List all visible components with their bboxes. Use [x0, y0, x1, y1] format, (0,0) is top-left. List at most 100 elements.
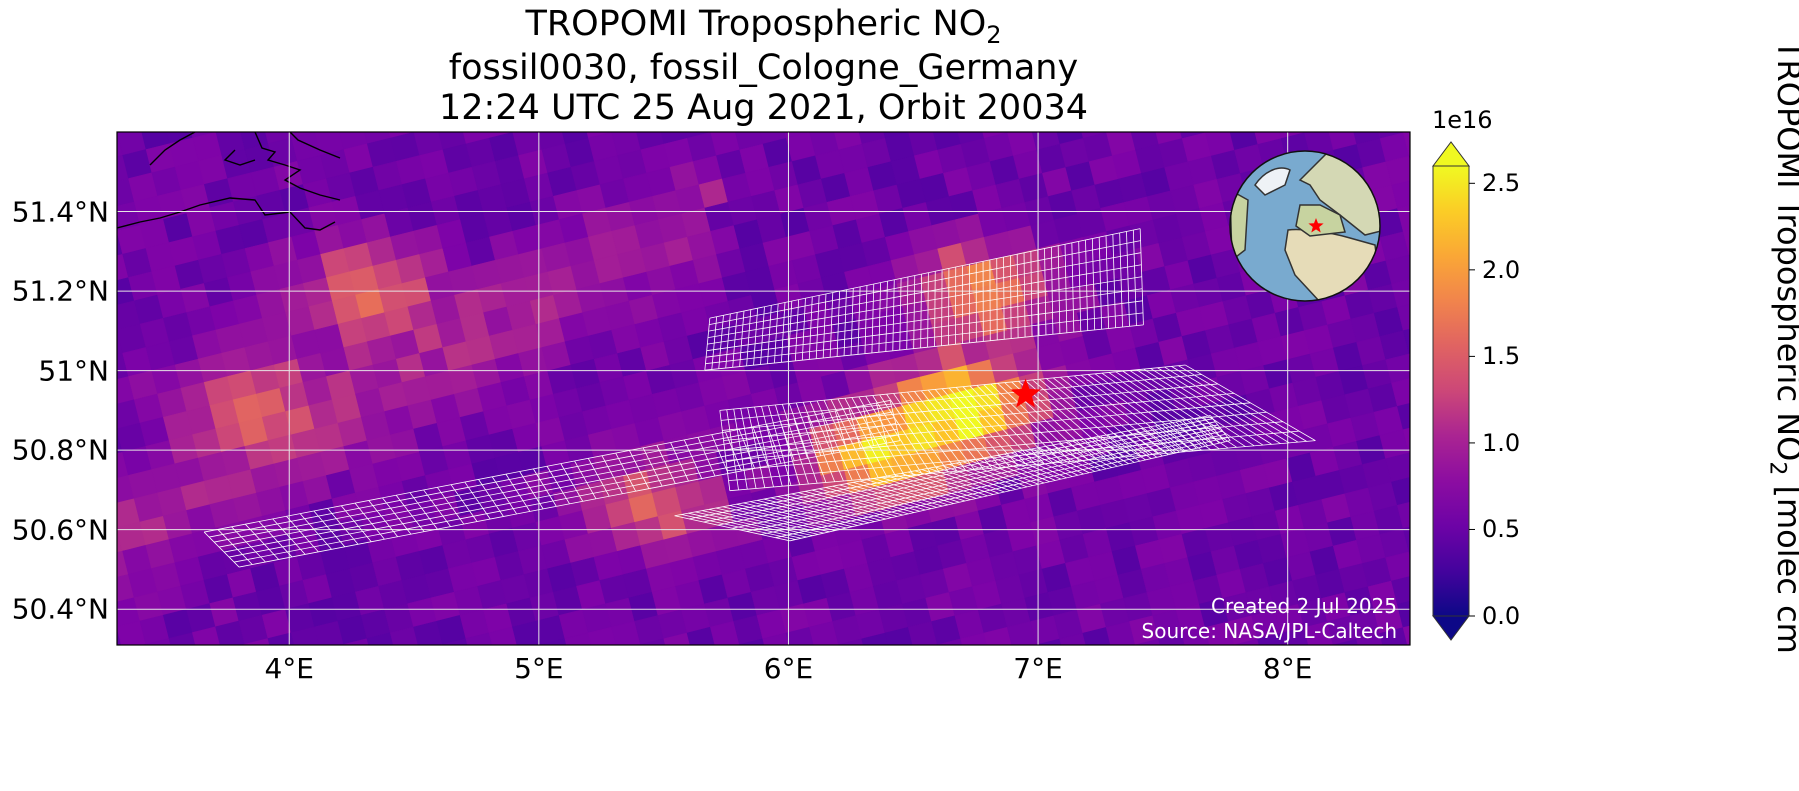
no2-pixel	[488, 626, 518, 645]
no2-pixel	[290, 626, 320, 645]
no2-pixel	[640, 638, 666, 645]
no2-pixel	[836, 644, 839, 645]
no2-pixel	[240, 643, 246, 645]
no2-pixel	[809, 132, 813, 133]
no2-pixel	[1246, 92, 1275, 121]
x-tick-label: 4°E	[264, 652, 314, 685]
no2-pixel	[314, 132, 317, 133]
no2-pixel	[1379, 627, 1408, 645]
no2-pixel	[1356, 633, 1383, 645]
no2-pixel	[1391, 674, 1420, 703]
no2-pixel	[1438, 663, 1467, 692]
no2-pixel	[1331, 644, 1334, 645]
colorbar-label: TROPOMI Tropospheric NO2 [molec cm	[1764, 40, 1799, 654]
no2-pixel	[465, 632, 493, 645]
colorbar-exponent: 1e16	[1432, 106, 1493, 134]
no2-pixel	[366, 632, 394, 645]
no2-pixel	[1385, 452, 1410, 483]
no2-pixel	[637, 644, 642, 645]
target-swath	[203, 400, 901, 568]
no2-pixel	[554, 92, 583, 121]
y-tick-label: 51°N	[38, 354, 109, 388]
no2-pixel	[373, 656, 402, 685]
no2-pixel	[402, 674, 431, 703]
no2-pixel	[1141, 662, 1170, 691]
no2-pixel	[1124, 98, 1153, 127]
no2-pixel	[332, 97, 361, 126]
no2-pixel	[1133, 644, 1136, 645]
source-credit: Source: NASA/JPL-Caltech	[1141, 619, 1397, 643]
no2-pixel	[838, 638, 864, 645]
no2-pixel	[937, 638, 963, 645]
no2-pixel	[935, 644, 938, 645]
no2-pixel	[1409, 645, 1438, 674]
no2-pixel	[82, 481, 111, 510]
no2-pixel	[343, 638, 369, 645]
no2-pixel	[949, 92, 978, 121]
no2-pixel	[1402, 427, 1410, 454]
no2-pixel	[844, 662, 873, 691]
no2-pixel	[396, 650, 425, 679]
no2-pixel	[442, 638, 468, 645]
no2-pixel	[1402, 625, 1410, 645]
no2-pixel	[1391, 279, 1410, 308]
colorbar-tick-label: 0.0	[1482, 602, 1521, 630]
no2-pixel	[1036, 638, 1062, 645]
x-tick-label: 5°E	[514, 652, 564, 685]
no2-pixel	[752, 92, 781, 121]
no2-pixel	[1188, 651, 1217, 680]
no2-pixel	[267, 632, 295, 645]
no2-pixel	[1386, 651, 1415, 680]
no2-pixel	[1007, 132, 1012, 133]
no2-pixel	[1345, 92, 1374, 121]
no2-pixel	[868, 656, 897, 685]
no2-pixel	[1066, 657, 1095, 686]
no2-pixel	[1403, 132, 1410, 157]
no2-pixel	[192, 626, 221, 645]
no2-pixel	[571, 656, 600, 685]
no2-pixel	[413, 132, 416, 133]
no2-pixel	[1316, 668, 1345, 697]
no2-pixel	[1232, 644, 1235, 645]
no2-pixel	[920, 668, 949, 697]
no2-pixel	[530, 97, 559, 126]
y-tick-label: 51.4°N	[11, 195, 109, 229]
no2-pixel	[117, 132, 119, 133]
no2-pixel	[152, 662, 181, 691]
target-swath	[704, 228, 1144, 371]
no2-pixel	[431, 97, 460, 126]
no2-pixel	[1385, 155, 1410, 186]
no2-pixel	[82, 679, 111, 708]
no2-pixel	[257, 91, 286, 120]
target-swath	[719, 364, 1316, 492]
no2-pixel	[117, 329, 118, 331]
no2-pixel	[739, 638, 765, 645]
no2-pixel	[128, 668, 157, 697]
no2-pixel	[1397, 402, 1410, 431]
no2-pixel	[736, 644, 740, 645]
target-swaths	[203, 228, 1316, 568]
no2-pixel	[356, 91, 385, 120]
no2-pixel	[438, 644, 444, 645]
no2-pixel	[389, 626, 419, 645]
no2-pixel	[1118, 668, 1147, 697]
no2-pixel	[168, 632, 196, 645]
no2-pixel	[145, 638, 172, 645]
no2-pixel	[960, 632, 988, 645]
no2-pixel	[1397, 303, 1410, 332]
no2-pixel	[908, 132, 912, 133]
no2-pixel	[564, 632, 592, 645]
no2-pixel	[722, 668, 751, 697]
no2-pixel	[117, 428, 118, 430]
x-tick-label: 7°E	[1013, 652, 1063, 685]
no2-pixel	[1025, 98, 1054, 127]
no2-pixel	[1402, 526, 1410, 553]
no2-pixel	[1402, 229, 1410, 256]
no2-pixel	[215, 132, 218, 133]
no2-pixel	[1385, 254, 1410, 285]
colorbar-tick-label: 0.5	[1482, 515, 1521, 544]
no2-pixel	[1233, 638, 1260, 645]
plot-frame	[116, 131, 1411, 646]
no2-pixel	[1397, 501, 1410, 529]
